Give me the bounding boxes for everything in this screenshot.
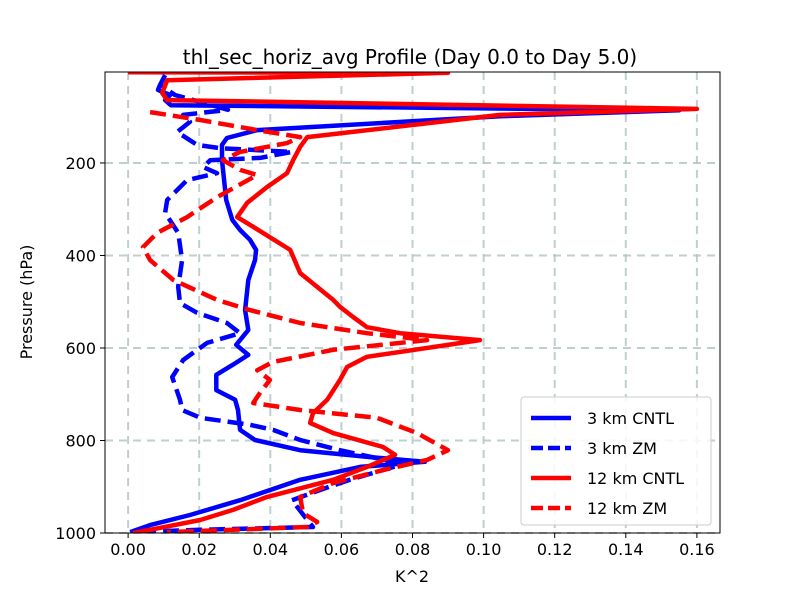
- series-lines: [128, 72, 700, 533]
- legend-label: 3 km ZM: [587, 439, 657, 458]
- x-axis-label: K^2: [395, 567, 429, 586]
- x-tick-label: 0.08: [395, 540, 431, 559]
- x-tick-label: 0.06: [324, 540, 360, 559]
- x-tick-label: 0.00: [110, 540, 146, 559]
- y-tick-label: 1000: [55, 524, 96, 543]
- x-tick-label: 0.12: [537, 540, 573, 559]
- series-line-3-km-cntl: [129, 83, 682, 533]
- legend: 3 km CNTL 3 km ZM 12 km CNTL 12 km ZM: [520, 396, 712, 526]
- y-tick-label: 200: [65, 154, 96, 173]
- y-axis-label: Pressure (hPa): [17, 245, 36, 360]
- legend-label: 3 km CNTL: [587, 409, 674, 428]
- x-tick-label: 0.02: [181, 540, 217, 559]
- legend-label: 12 km CNTL: [587, 469, 684, 488]
- y-tick-label: 600: [65, 339, 96, 358]
- chart-title: thl_sec_horiz_avg Profile (Day 0.0 to Da…: [183, 45, 637, 69]
- legend-box: [520, 396, 712, 526]
- ticks: 0.00 0.02 0.04 0.06 0.08 0.10 0.12 0.14 0.16 200 4…: [55, 154, 714, 559]
- series-line-12-km-cntl: [128, 72, 700, 533]
- x-tick-label: 0.10: [466, 540, 502, 559]
- x-tick-label: 0.16: [679, 540, 715, 559]
- legend-label: 12 km ZM: [587, 499, 667, 518]
- y-tick-label: 800: [65, 431, 96, 450]
- series-line-3-km-zm: [133, 74, 403, 533]
- y-tick-label: 400: [65, 246, 96, 265]
- x-tick-label: 0.04: [252, 540, 288, 559]
- x-tick-label: 0.14: [608, 540, 644, 559]
- series-line-12-km-zm: [140, 109, 451, 533]
